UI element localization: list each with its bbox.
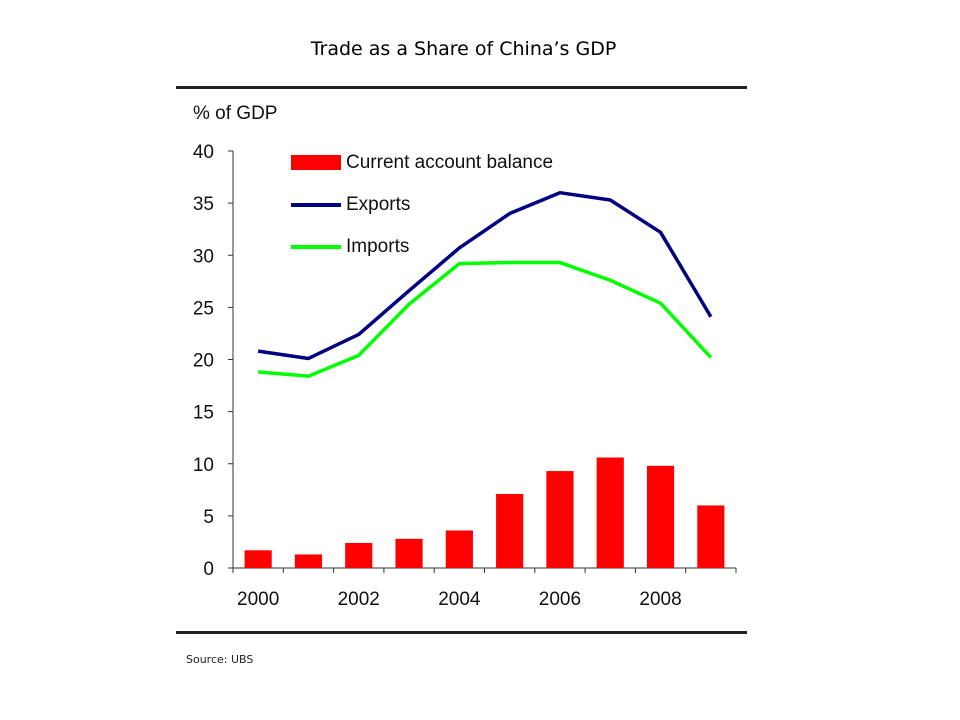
bar-current-account	[697, 505, 725, 568]
legend-swatch-current-account	[291, 155, 341, 170]
bar-current-account	[345, 542, 373, 568]
y-tick-label: 25	[193, 298, 214, 319]
bar-current-account	[445, 530, 473, 568]
bar-current-account	[294, 554, 323, 568]
y-tick-label: 10	[193, 455, 214, 476]
bottom-rule	[176, 631, 747, 634]
line-imports	[258, 260, 713, 378]
bars-current-account	[244, 457, 725, 568]
bar-current-account	[244, 550, 272, 568]
line-exports	[257, 190, 713, 361]
x-tick-label: 2002	[338, 589, 380, 610]
bar-current-account	[546, 471, 574, 568]
y-tick-label: 5	[203, 507, 214, 528]
y-tick-label: 20	[193, 351, 214, 372]
x-tick-label: 2006	[539, 589, 581, 610]
y-tick-label: 40	[193, 142, 214, 163]
x-tick-label: 2008	[639, 589, 681, 610]
y-tick-label: 0	[203, 559, 214, 580]
y-tick-label: 35	[193, 194, 214, 215]
y-axis-title: % of GDP	[193, 103, 277, 124]
bar-current-account	[596, 457, 624, 568]
source-note: Source: UBS	[186, 653, 254, 666]
axes: 0 5 10 15 20 25 30 35 40 2000 2002 2004 2006 2008	[193, 142, 737, 610]
legend-label-imports: Imports	[346, 236, 409, 257]
y-tick-label: 15	[193, 403, 214, 424]
bar-current-account	[646, 465, 675, 568]
x-tick-label: 2004	[438, 589, 481, 610]
lines	[257, 190, 713, 378]
slide-title: Trade as a Share of China’s GDP	[310, 38, 617, 60]
bar-current-account	[395, 538, 423, 568]
x-tick-label: 2000	[237, 589, 279, 610]
y-tick-label: 30	[193, 246, 214, 267]
bar-current-account	[496, 493, 524, 568]
legend-label-current-account: Current account balance	[346, 152, 553, 173]
legend-label-exports: Exports	[346, 194, 410, 215]
top-rule	[176, 86, 747, 89]
legend: Current account balance Exports Imports	[291, 152, 553, 257]
